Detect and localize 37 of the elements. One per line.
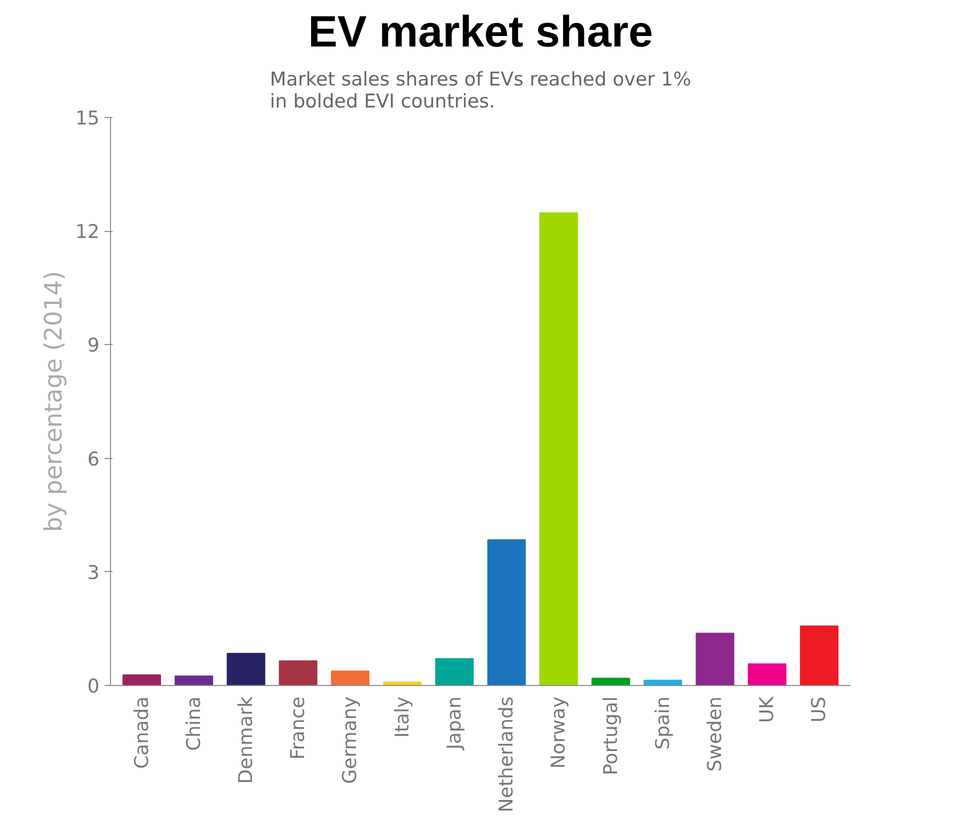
x-tick-label: Germany (339, 696, 362, 784)
x-tick-label: Canada (130, 696, 153, 769)
x-tick-label: Denmark (234, 696, 257, 784)
bar (122, 674, 162, 686)
x-tick-label: Sweden (704, 696, 726, 772)
bar (226, 652, 266, 686)
y-tick-label: 0 (87, 676, 100, 698)
x-tick-label: Norway (548, 696, 570, 769)
y-tick-label: 12 (75, 221, 100, 244)
y-axis-title: by percentage (2014) (39, 270, 68, 532)
x-tick-label: Portugal (600, 696, 622, 776)
chart-subtitle: Market sales shares of EVs reached over 1% in bolded EVI countries. (270, 68, 692, 112)
chart-title: EV market share (308, 8, 653, 56)
y-tick-label: 15 (75, 108, 100, 130)
y-tick-label: 6 (87, 448, 100, 470)
bar (539, 212, 578, 686)
x-tick-label: China (182, 696, 205, 751)
bar (435, 658, 474, 686)
bar (644, 680, 682, 686)
x-tick-label: US (808, 696, 830, 722)
bar (748, 663, 786, 686)
y-tick-label: 9 (87, 334, 100, 357)
x-tick-label: Italy (391, 696, 414, 738)
bar (383, 682, 422, 686)
x-tick-label: UK (756, 696, 778, 723)
bar (278, 660, 318, 686)
bar (592, 678, 630, 686)
bar (174, 676, 214, 686)
x-tick-label: Spain (652, 696, 674, 750)
y-tick-label: 3 (87, 562, 100, 584)
bar (800, 626, 838, 686)
bar (487, 539, 526, 686)
bar (696, 632, 734, 686)
x-tick-label: France (287, 696, 310, 760)
x-tick-label: Netherlands (496, 696, 518, 812)
bar (330, 670, 370, 686)
x-tick-label: Japan (443, 696, 466, 750)
